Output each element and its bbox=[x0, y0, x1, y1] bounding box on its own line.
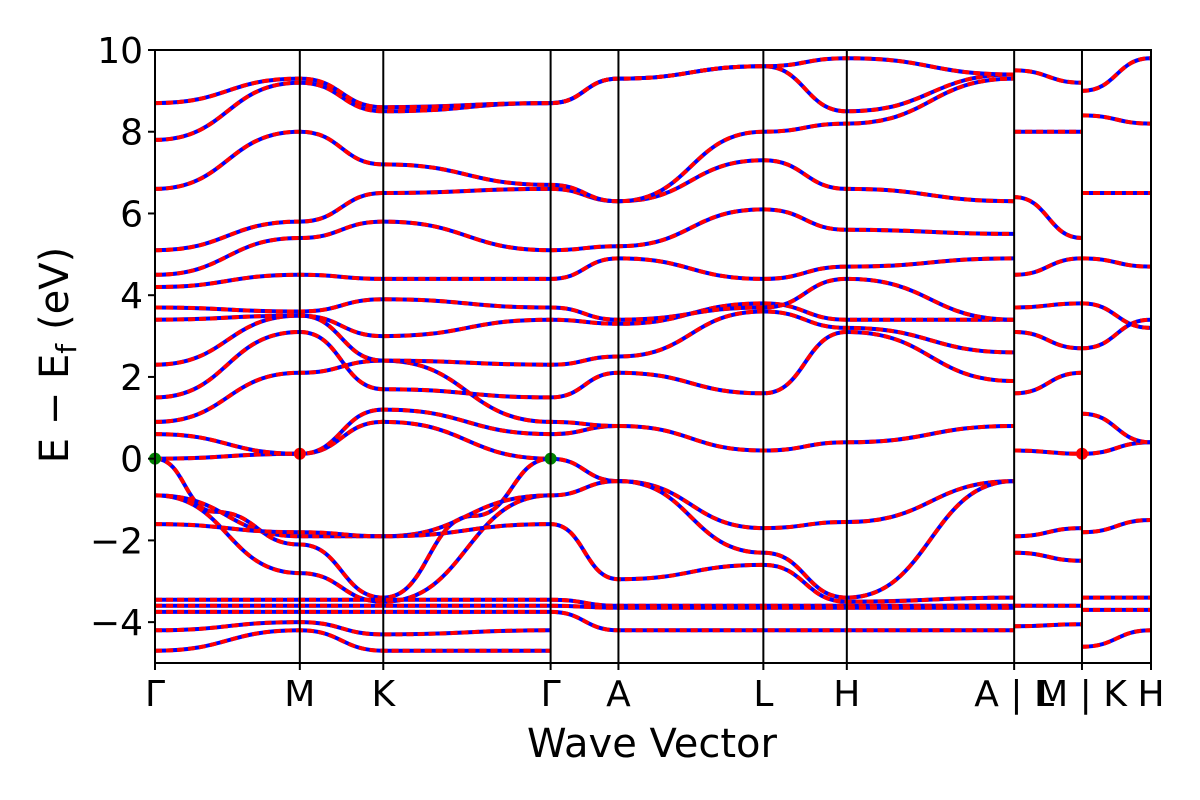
x-tick-label: H bbox=[833, 674, 860, 715]
x-tick-label: M | K bbox=[1037, 674, 1128, 715]
y-tick-label: 2 bbox=[120, 358, 143, 399]
band-line-primary bbox=[155, 256, 1015, 289]
band-line-primary bbox=[155, 358, 619, 428]
band-line-primary bbox=[155, 276, 1015, 322]
band-line-primary bbox=[155, 419, 1015, 531]
x-tick-label: K bbox=[371, 674, 396, 715]
y-tick-label: 0 bbox=[120, 440, 143, 481]
y-ticks: −4 −2 0 2 4 6 8 10 bbox=[90, 31, 155, 644]
band-line-primary bbox=[1014, 550, 1083, 563]
x-axis-label: Wave Vector bbox=[527, 721, 778, 767]
x-tick-label: Γ bbox=[145, 674, 165, 715]
x-tick-label: A | L bbox=[974, 674, 1054, 715]
band-line-primary bbox=[1014, 68, 1083, 85]
band-line-secondary bbox=[155, 76, 1015, 204]
y-tick-label: 8 bbox=[120, 113, 143, 154]
band-line-primary bbox=[155, 207, 1015, 277]
y-axis-label-subscript: f bbox=[50, 343, 83, 354]
kpoint-lines bbox=[298, 50, 1083, 663]
y-tick-label: 6 bbox=[120, 194, 143, 235]
band-line-primary bbox=[1014, 526, 1083, 539]
band-line-primary bbox=[155, 301, 1015, 339]
band-line-primary bbox=[1081, 317, 1151, 351]
y-axis-label-unit: (eV) bbox=[32, 247, 78, 330]
band-line-primary bbox=[1081, 113, 1151, 126]
y-axis-label-group: E − Ef (eV) bbox=[32, 247, 83, 464]
band-line-primary bbox=[155, 456, 551, 600]
band-line-primary bbox=[155, 493, 551, 604]
band-line-secondary bbox=[155, 419, 1015, 531]
band-line-primary bbox=[1081, 301, 1151, 330]
x-tick-label: Γ bbox=[541, 674, 561, 715]
band-line-secondary bbox=[155, 407, 1015, 456]
y-tick-label: 4 bbox=[120, 276, 143, 317]
band-line-primary bbox=[1014, 622, 1083, 629]
band-line-primary bbox=[1081, 256, 1151, 269]
y-tick-label: −2 bbox=[90, 521, 143, 562]
band-line-primary bbox=[1013, 195, 1083, 240]
band-line-primary bbox=[155, 407, 1015, 456]
band-line-primary bbox=[155, 479, 1015, 600]
y-tick-label: 10 bbox=[97, 31, 143, 72]
y-tick-label: −4 bbox=[90, 603, 143, 644]
band-line-primary bbox=[1081, 411, 1151, 445]
bands-layer bbox=[155, 56, 1151, 653]
band-line-primary bbox=[1014, 301, 1083, 310]
band-line-primary bbox=[155, 628, 551, 653]
band-line-primary bbox=[155, 620, 551, 637]
y-axis-label: E − E bbox=[32, 354, 78, 464]
band-line-primary bbox=[1081, 56, 1151, 93]
band-line-primary bbox=[1081, 518, 1151, 535]
band-line-primary bbox=[1014, 330, 1083, 351]
band-line-primary bbox=[155, 609, 1015, 633]
x-tick-label: A bbox=[606, 674, 631, 715]
band-line-secondary bbox=[155, 358, 619, 428]
band-line-secondary bbox=[155, 479, 1015, 600]
band-line-primary bbox=[1014, 448, 1083, 456]
band-line-primary bbox=[1081, 628, 1151, 649]
x-tick-label: L bbox=[753, 674, 773, 715]
band-line-primary bbox=[155, 597, 1015, 608]
x-tick-label: H bbox=[1137, 674, 1164, 715]
plot-frame bbox=[154, 49, 1152, 664]
band-line-primary bbox=[155, 76, 1015, 204]
x-tick-label: M bbox=[284, 674, 315, 715]
band-line-secondary bbox=[155, 329, 1015, 400]
band-line-primary bbox=[155, 603, 1015, 610]
svg-text:E − Ef(eV): E − Ef (eV) bbox=[32, 247, 83, 464]
band-line-primary bbox=[1014, 370, 1083, 396]
band-line-primary bbox=[155, 329, 1015, 400]
band-line-primary bbox=[1014, 256, 1083, 277]
band-line-secondary bbox=[1013, 195, 1083, 240]
